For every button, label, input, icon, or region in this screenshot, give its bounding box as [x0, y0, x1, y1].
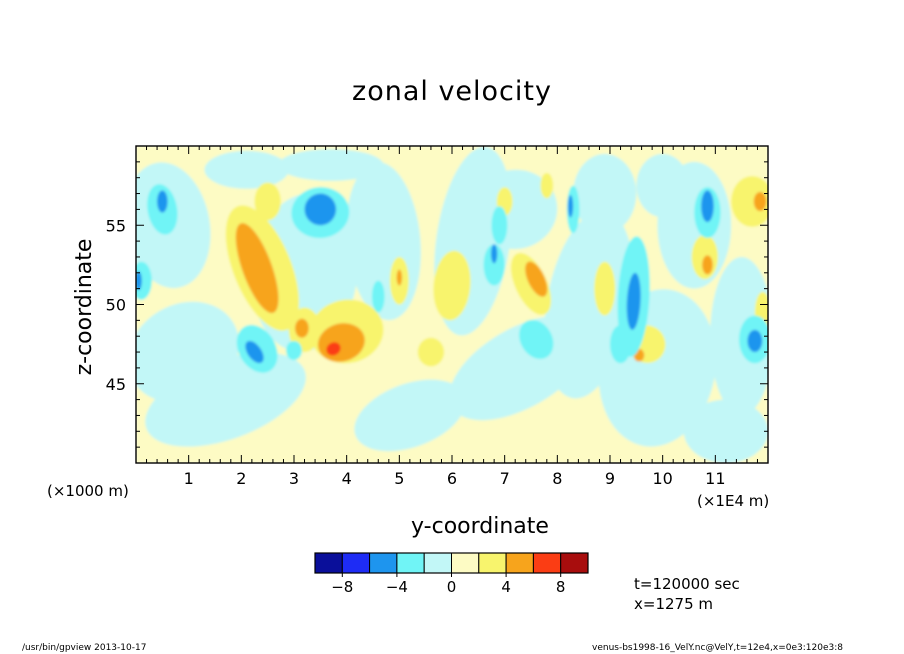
contour-region	[136, 261, 152, 300]
time-annotation: t=120000 sec	[634, 575, 740, 593]
colorbar-tick-label: −4	[386, 578, 408, 596]
colorbar-tick-label: 4	[501, 578, 511, 596]
contour-region	[396, 269, 402, 286]
y-tick-label: 55	[106, 216, 126, 235]
colorbar-swatch	[505, 552, 534, 574]
contour-region	[136, 271, 142, 291]
y-tick-label: 50	[106, 296, 126, 315]
contour-region	[701, 190, 714, 223]
x-tick-label: 3	[289, 469, 299, 488]
colorbar-swatch	[532, 552, 562, 574]
contour-region	[326, 342, 341, 356]
x-tick-label: 8	[552, 469, 562, 488]
contour-region	[753, 191, 767, 211]
x-tick-label: 2	[236, 469, 246, 488]
contour-fill	[136, 146, 768, 463]
colorbar-tick-label: 8	[556, 578, 566, 596]
contour-region	[710, 256, 768, 416]
contour-region	[157, 190, 168, 213]
contour-region	[573, 153, 637, 234]
contour-region	[433, 250, 471, 321]
contour-region	[491, 206, 508, 245]
x-unit-note: (×1E4 m)	[697, 492, 770, 510]
contour-region	[636, 153, 690, 218]
x-tick-label: 4	[342, 469, 352, 488]
x-axis-label: y-coordinate	[411, 514, 549, 539]
contour-region	[254, 182, 281, 221]
footer-right: venus-bs1998-16_VelY.nc@VelY,t=12e4,x=0e…	[592, 643, 843, 653]
contour-region	[519, 319, 554, 359]
contour-region	[304, 193, 337, 226]
contour-region	[278, 149, 384, 181]
contour-region	[490, 244, 498, 264]
contour-region	[371, 280, 385, 313]
x-tick-label: 1	[184, 469, 194, 488]
contour-region	[235, 223, 279, 314]
contour-region	[483, 244, 505, 286]
contour-region	[354, 379, 466, 452]
contour-region	[731, 176, 768, 227]
contour-region	[702, 255, 713, 275]
colorbar-tick-label: 0	[447, 578, 457, 596]
colorbar-swatch	[451, 552, 480, 574]
contour-region	[245, 340, 264, 364]
contour-region	[610, 325, 632, 364]
position-annotation: x=1275 m	[634, 595, 713, 613]
chart-title: zonal velocity	[352, 76, 552, 107]
x-tick-label: 11	[705, 469, 725, 488]
contour-region	[747, 329, 763, 353]
field-layer	[136, 146, 768, 463]
x-tick-label: 5	[394, 469, 404, 488]
contour-region	[417, 337, 445, 367]
colorbar-swatch	[423, 552, 453, 574]
contour-region	[683, 399, 768, 463]
colorbar-swatch	[396, 552, 425, 574]
colorbar-swatch	[341, 552, 371, 574]
contour-region	[295, 318, 309, 338]
colorbar: −8 −4 0 4 8	[314, 552, 589, 596]
colorbar-swatch	[369, 552, 398, 574]
contour-region	[286, 340, 302, 360]
x-tick-label: 6	[447, 469, 457, 488]
contour-region	[145, 352, 306, 447]
contour-region	[204, 150, 289, 189]
x-scale-note: (×1000 m)	[47, 482, 129, 500]
x-tick-label: 7	[500, 469, 510, 488]
x-tick-label: 10	[652, 469, 672, 488]
colorbar-swatch	[560, 552, 589, 574]
footer-left: /usr/bin/gpview 2013-10-17	[22, 643, 147, 653]
colorbar-swatch	[314, 552, 343, 574]
contour-region	[594, 261, 616, 316]
y-tick-label: 45	[106, 375, 126, 394]
colorbar-tick-label: −8	[331, 578, 353, 596]
colorbar-swatch	[478, 552, 507, 574]
contour-region	[540, 172, 554, 199]
contour-region	[626, 272, 641, 330]
contour-region	[525, 261, 548, 297]
x-tick-label: 9	[605, 469, 615, 488]
contour-region	[567, 195, 574, 218]
